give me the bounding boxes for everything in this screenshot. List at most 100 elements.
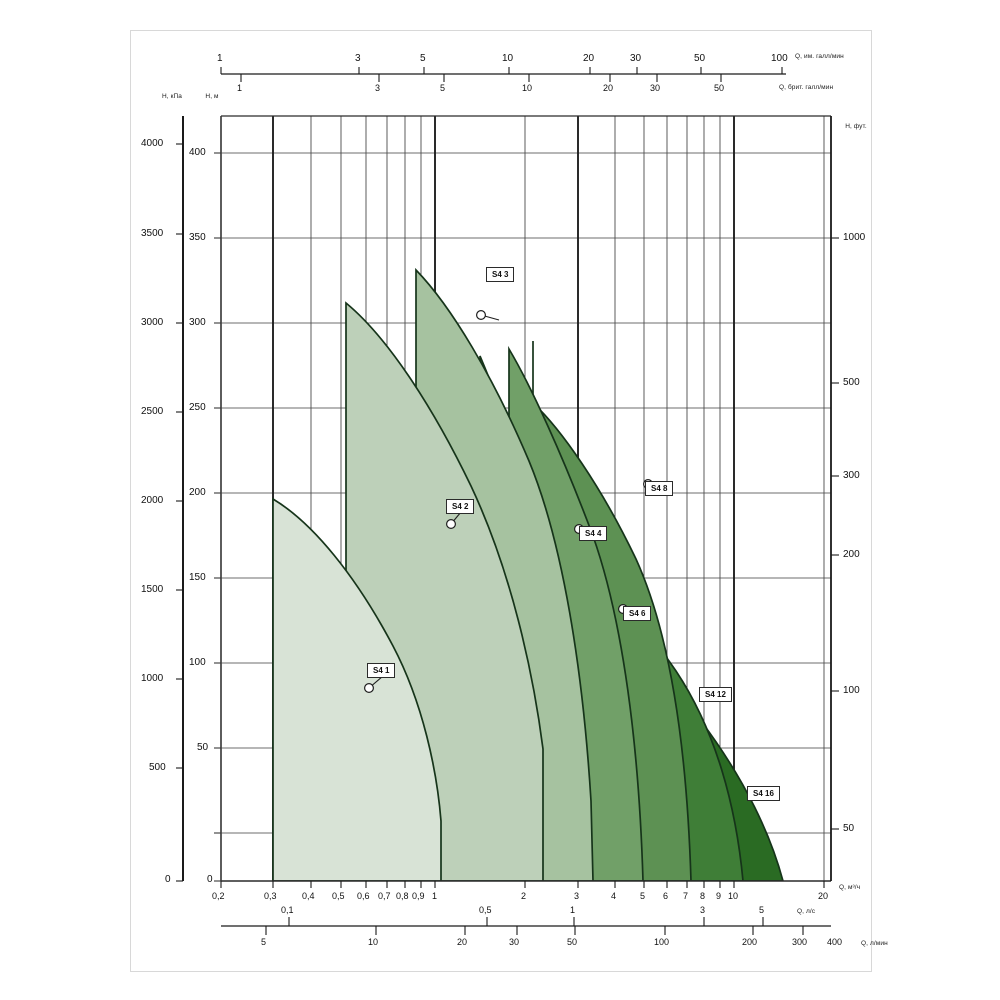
m3h-tick-0-7: 0,7	[378, 891, 391, 901]
lmin-tick-30: 30	[509, 937, 520, 947]
lmin-tick-400: 400	[827, 937, 843, 947]
performance-curves	[272, 267, 784, 881]
bottom-axis-lmin	[265, 926, 804, 935]
m3h-tick-2: 2	[521, 891, 527, 901]
ls-tick-3: 3	[700, 905, 706, 915]
top-us-tick-1: 1	[217, 53, 223, 64]
kpa-tick-2500: 2500	[141, 406, 164, 417]
lmin-tick-50: 50	[567, 937, 578, 947]
m-tick-50: 50	[197, 742, 209, 753]
ft-tick-200: 200	[843, 549, 860, 560]
top-uk-tick-3: 3	[375, 83, 381, 93]
ft-tick-300: 300	[843, 470, 860, 481]
right-axis-feet	[830, 116, 839, 881]
left-axis-kpa	[176, 116, 184, 882]
chart-frame: 1 3 5 10 20 30 50 100 Q, им. галл/мин 1 …	[130, 30, 888, 972]
kpa-tick-1000: 1000	[141, 673, 164, 684]
curve-label-s4-2[interactable]: S4 2	[446, 499, 475, 514]
curve-label-s4-3[interactable]: S4 3	[486, 267, 515, 282]
m-tick-250: 250	[189, 402, 206, 413]
top-uk-tick-50: 50	[714, 83, 725, 93]
m3h-tick-6: 6	[663, 891, 669, 901]
top-uk-tick-1: 1	[237, 83, 243, 93]
top-us-tick-20: 20	[583, 53, 595, 64]
curve-label-s4-16[interactable]: S4 16	[747, 786, 780, 801]
bottom-ls-axis-unit: Q, л/с	[797, 908, 816, 915]
kpa-tick-3500: 3500	[141, 228, 164, 239]
bottom-lmin-axis-unit: Q, л/мин	[861, 940, 888, 947]
curve-label-s4-4[interactable]: S4 4	[579, 526, 608, 541]
lmin-tick-10: 10	[368, 937, 379, 947]
bottom-m3h-axis-unit: Q, м³/ч	[839, 884, 861, 891]
m3h-tick-7: 7	[683, 891, 689, 901]
kpa-tick-4000: 4000	[141, 138, 164, 149]
m3h-tick-0-3: 0,3	[264, 891, 277, 901]
m-tick-0: 0	[207, 874, 213, 885]
curve-label-s4-12[interactable]: S4 12	[699, 687, 732, 702]
top-uk-tick-30: 30	[650, 83, 661, 93]
top-us-axis-unit: Q, им. галл/мин	[795, 53, 844, 60]
m3h-tick-0-9: 0,9	[412, 891, 425, 901]
marker-s4-2	[446, 519, 457, 530]
top-axis-us-gpm	[220, 67, 786, 75]
ls-tick-5: 5	[759, 905, 765, 915]
top-us-tick-3: 3	[355, 53, 361, 64]
top-us-tick-50: 50	[694, 53, 706, 64]
m-tick-150: 150	[189, 572, 206, 583]
top-us-tick-100: 100	[771, 53, 788, 64]
m3h-tick-20: 20	[818, 891, 829, 901]
m-tick-350: 350	[189, 232, 206, 243]
lmin-tick-20: 20	[457, 937, 468, 947]
left-axis-meters	[214, 116, 222, 882]
ls-tick-1: 1	[570, 905, 576, 915]
lmin-tick-100: 100	[654, 937, 670, 947]
m3h-tick-1: 1	[432, 891, 438, 901]
lmin-tick-300: 300	[792, 937, 808, 947]
ft-tick-50: 50	[843, 823, 855, 834]
m3h-tick-8: 8	[700, 891, 706, 901]
ft-tick-500: 500	[843, 377, 860, 388]
m3h-tick-0-5: 0,5	[332, 891, 345, 901]
top-uk-tick-20: 20	[603, 83, 614, 93]
m3h-tick-10: 10	[728, 891, 739, 901]
m-tick-400: 400	[189, 147, 206, 158]
left-m-axis-unit: H, м	[205, 93, 219, 100]
curve-label-s4-6[interactable]: S4 6	[623, 606, 652, 621]
m3h-tick-0-8: 0,8	[396, 891, 409, 901]
m3h-tick-0-2: 0,2	[212, 891, 225, 901]
left-kpa-axis-unit: H, кПа	[161, 93, 183, 100]
m3h-tick-5: 5	[640, 891, 646, 901]
marker-s4-1	[364, 682, 375, 693]
m-tick-300: 300	[189, 317, 206, 328]
m3h-tick-0-6: 0,6	[357, 891, 370, 901]
curve-label-s4-8[interactable]: S4 8	[645, 481, 674, 496]
top-uk-tick-5: 5	[440, 83, 446, 93]
top-us-tick-30: 30	[630, 53, 642, 64]
ft-tick-100: 100	[843, 685, 860, 696]
top-axis-uk-gpm	[240, 74, 722, 82]
top-uk-tick-10: 10	[522, 83, 533, 93]
top-us-tick-10: 10	[502, 53, 514, 64]
kpa-tick-500: 500	[149, 762, 166, 773]
bottom-axis-ls	[221, 917, 831, 927]
top-uk-axis-unit: Q, брит. галл/мин	[779, 84, 834, 91]
curve-label-s4-1[interactable]: S4 1	[367, 663, 396, 678]
lmin-tick-200: 200	[742, 937, 758, 947]
lmin-tick-5: 5	[261, 937, 267, 947]
pump-performance-chart	[176, 67, 839, 935]
ls-tick-0-1: 0,1	[281, 905, 294, 915]
top-us-tick-5: 5	[420, 53, 426, 64]
m-tick-100: 100	[189, 657, 206, 668]
kpa-tick-0: 0	[165, 874, 171, 885]
m3h-tick-0-4: 0,4	[302, 891, 315, 901]
marker-s4-3	[476, 310, 487, 321]
kpa-tick-1500: 1500	[141, 584, 164, 595]
m-tick-200: 200	[189, 487, 206, 498]
m3h-tick-9: 9	[716, 891, 722, 901]
m3h-tick-4: 4	[611, 891, 617, 901]
kpa-tick-3000: 3000	[141, 317, 164, 328]
m3h-tick-3: 3	[574, 891, 580, 901]
ls-tick-0-5: 0,5	[479, 905, 492, 915]
plot-border	[220, 115, 831, 882]
